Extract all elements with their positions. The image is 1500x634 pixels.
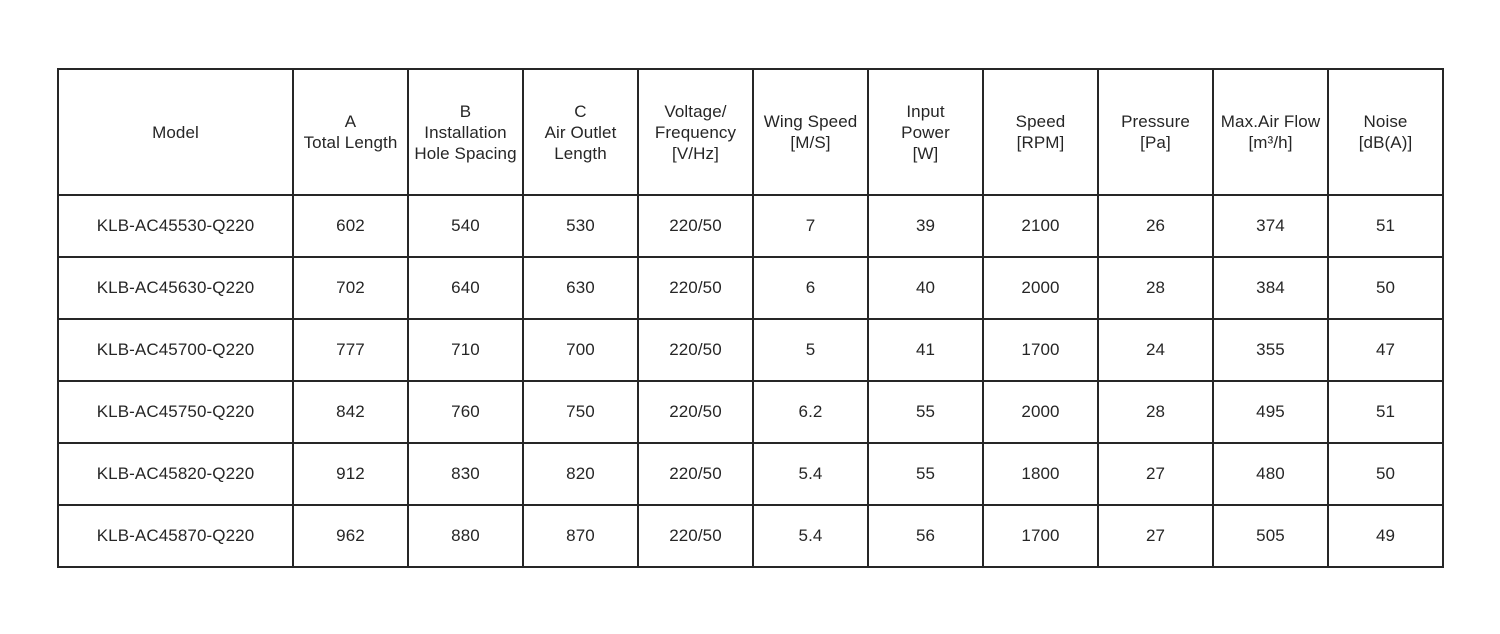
value-cell: 777 <box>292 318 409 382</box>
product-spec-table: Model A Total Length B Installation Hole… <box>57 68 1444 568</box>
value-cell: 602 <box>292 194 409 258</box>
value-cell: 630 <box>522 256 639 320</box>
value-cell: 7 <box>752 194 869 258</box>
value-cell: 710 <box>407 318 524 382</box>
value-cell: 1700 <box>982 504 1099 568</box>
header-row: Model A Total Length B Installation Hole… <box>57 68 1444 196</box>
table-row: KLB-AC45700-Q220 777 710 700 220/50 5 41… <box>57 318 1444 382</box>
column-header-voltage-frequency: Voltage/ Frequency [V/Hz] <box>637 68 754 196</box>
column-header-input-power: Input Power [W] <box>867 68 984 196</box>
value-cell: 540 <box>407 194 524 258</box>
model-cell: KLB-AC45870-Q220 <box>57 504 294 568</box>
column-header-outlet-length: C Air Outlet Length <box>522 68 639 196</box>
value-cell: 530 <box>522 194 639 258</box>
model-cell: KLB-AC45820-Q220 <box>57 442 294 506</box>
value-cell: 220/50 <box>637 318 754 382</box>
value-cell: 1800 <box>982 442 1099 506</box>
model-cell: KLB-AC45530-Q220 <box>57 194 294 258</box>
value-cell: 5.4 <box>752 504 869 568</box>
value-cell: 505 <box>1212 504 1329 568</box>
value-cell: 220/50 <box>637 256 754 320</box>
value-cell: 27 <box>1097 442 1214 506</box>
value-cell: 2100 <box>982 194 1099 258</box>
value-cell: 384 <box>1212 256 1329 320</box>
value-cell: 760 <box>407 380 524 444</box>
value-cell: 220/50 <box>637 194 754 258</box>
table-row: KLB-AC45530-Q220 602 540 530 220/50 7 39… <box>57 194 1444 258</box>
column-header-max-air-flow: Max.Air Flow [m³/h] <box>1212 68 1329 196</box>
value-cell: 55 <box>867 380 984 444</box>
value-cell: 912 <box>292 442 409 506</box>
value-cell: 6 <box>752 256 869 320</box>
column-header-noise: Noise [dB(A)] <box>1327 68 1444 196</box>
value-cell: 220/50 <box>637 380 754 444</box>
value-cell: 56 <box>867 504 984 568</box>
value-cell: 820 <box>522 442 639 506</box>
value-cell: 47 <box>1327 318 1444 382</box>
value-cell: 51 <box>1327 380 1444 444</box>
model-cell: KLB-AC45630-Q220 <box>57 256 294 320</box>
value-cell: 2000 <box>982 256 1099 320</box>
value-cell: 750 <box>522 380 639 444</box>
column-header-pressure: Pressure [Pa] <box>1097 68 1214 196</box>
value-cell: 5 <box>752 318 869 382</box>
column-header-wing-speed: Wing Speed [M/S] <box>752 68 869 196</box>
value-cell: 28 <box>1097 256 1214 320</box>
value-cell: 495 <box>1212 380 1329 444</box>
column-header-hole-spacing: B Installation Hole Spacing <box>407 68 524 196</box>
model-cell: KLB-AC45750-Q220 <box>57 380 294 444</box>
column-header-model: Model <box>57 68 294 196</box>
value-cell: 50 <box>1327 256 1444 320</box>
value-cell: 2000 <box>982 380 1099 444</box>
value-cell: 39 <box>867 194 984 258</box>
value-cell: 40 <box>867 256 984 320</box>
column-header-speed: Speed [RPM] <box>982 68 1099 196</box>
value-cell: 27 <box>1097 504 1214 568</box>
value-cell: 640 <box>407 256 524 320</box>
value-cell: 355 <box>1212 318 1329 382</box>
column-header-total-length: A Total Length <box>292 68 409 196</box>
value-cell: 55 <box>867 442 984 506</box>
table-row: KLB-AC45750-Q220 842 760 750 220/50 6.2 … <box>57 380 1444 444</box>
table-row: KLB-AC45630-Q220 702 640 630 220/50 6 40… <box>57 256 1444 320</box>
value-cell: 374 <box>1212 194 1329 258</box>
value-cell: 28 <box>1097 380 1214 444</box>
value-cell: 26 <box>1097 194 1214 258</box>
value-cell: 41 <box>867 318 984 382</box>
value-cell: 24 <box>1097 318 1214 382</box>
value-cell: 870 <box>522 504 639 568</box>
value-cell: 6.2 <box>752 380 869 444</box>
value-cell: 702 <box>292 256 409 320</box>
table-row: KLB-AC45820-Q220 912 830 820 220/50 5.4 … <box>57 442 1444 506</box>
value-cell: 50 <box>1327 442 1444 506</box>
value-cell: 962 <box>292 504 409 568</box>
value-cell: 700 <box>522 318 639 382</box>
value-cell: 51 <box>1327 194 1444 258</box>
model-cell: KLB-AC45700-Q220 <box>57 318 294 382</box>
value-cell: 220/50 <box>637 442 754 506</box>
value-cell: 1700 <box>982 318 1099 382</box>
table-row: KLB-AC45870-Q220 962 880 870 220/50 5.4 … <box>57 504 1444 568</box>
value-cell: 830 <box>407 442 524 506</box>
value-cell: 480 <box>1212 442 1329 506</box>
value-cell: 5.4 <box>752 442 869 506</box>
value-cell: 880 <box>407 504 524 568</box>
value-cell: 842 <box>292 380 409 444</box>
value-cell: 49 <box>1327 504 1444 568</box>
value-cell: 220/50 <box>637 504 754 568</box>
